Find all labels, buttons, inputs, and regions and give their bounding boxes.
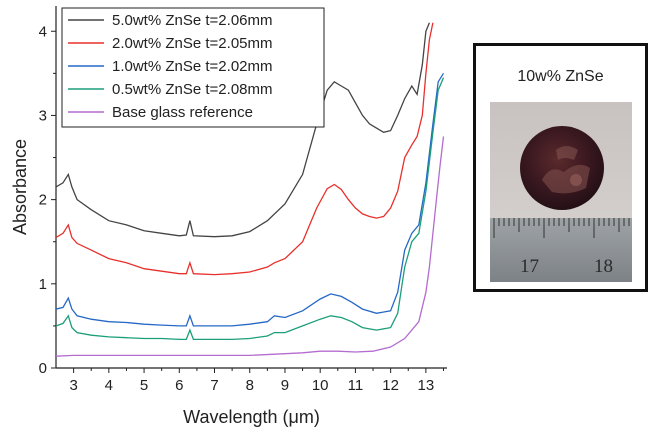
series-line-3 [56, 77, 445, 341]
zinc-selenide-disc [520, 126, 604, 210]
sample-photo: 17 18 [490, 102, 632, 282]
series-line-4 [56, 136, 445, 357]
x-tick-label: 5 [140, 377, 148, 394]
photo-caption: 10w% ZnSe [517, 68, 604, 85]
series-line-1 [56, 22, 434, 276]
series-line-0 [56, 22, 431, 238]
x-tick-label: 8 [246, 377, 254, 394]
y-axis-title: Absorbance [10, 139, 30, 235]
legend-label-0: 5.0wt% ZnSe t=2.06mm [112, 12, 273, 29]
legend-label-1: 2.0wt% ZnSe t=2.05mm [112, 35, 273, 52]
x-tick-label: 10 [312, 377, 329, 394]
y-tick-label: 2 [39, 192, 47, 209]
x-tick-label: 3 [69, 377, 77, 394]
x-axis-title: Wavelength (μm) [183, 407, 320, 427]
legend-box [61, 7, 325, 128]
x-tick-label: 6 [175, 377, 183, 394]
legend-label-4: Base glass reference [112, 104, 253, 121]
x-tick-label: 13 [418, 377, 435, 394]
ruler-label-18: 18 [594, 256, 613, 277]
ruler-label-17: 17 [520, 256, 539, 277]
x-tick-label: 11 [348, 377, 364, 394]
y-tick-label: 1 [39, 276, 47, 293]
x-tick-label: 4 [105, 377, 113, 394]
legend-label-2: 1.0wt% ZnSe t=2.02mm [112, 58, 273, 75]
x-tick-label: 9 [281, 377, 289, 394]
metal-ruler: 17 18 [490, 218, 632, 282]
y-tick-label: 4 [39, 23, 47, 40]
legend-label-3: 0.5wt% ZnSe t=2.08mm [112, 81, 273, 98]
x-tick-label: 12 [382, 377, 399, 394]
sample-photo-panel: 10w% ZnSe 17 [473, 43, 648, 292]
x-tick-label: 7 [210, 377, 218, 394]
y-tick-label: 0 [39, 360, 47, 377]
y-tick-label: 3 [39, 107, 47, 124]
series-line-2 [56, 72, 445, 327]
